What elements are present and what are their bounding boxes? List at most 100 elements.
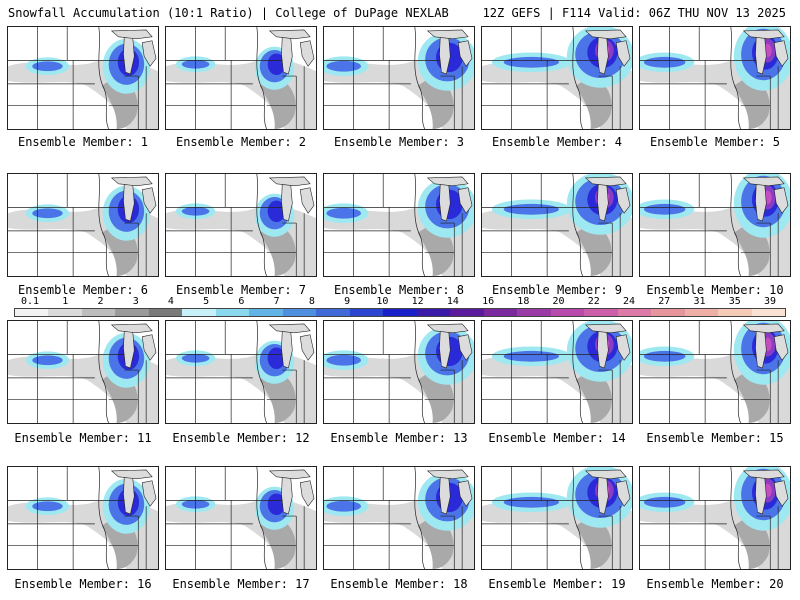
ensemble-member-map xyxy=(7,26,159,130)
state-boundaries xyxy=(640,467,779,569)
western-snow-core xyxy=(32,501,63,512)
colorbar-swatch xyxy=(517,309,551,316)
ensemble-member-label: Ensemble Member: 9 xyxy=(491,283,623,297)
snowfall-map xyxy=(482,174,632,276)
lake-superior xyxy=(742,29,785,40)
lake-superior xyxy=(742,176,785,187)
lake-superior xyxy=(110,469,153,480)
state-boundaries xyxy=(8,467,147,569)
lake-huron xyxy=(141,334,157,361)
lake-huron xyxy=(141,187,157,214)
ensemble-member-label: Ensemble Member: 18 xyxy=(330,577,468,591)
ensemble-member-map xyxy=(481,320,633,424)
lake-superior xyxy=(110,29,153,40)
colorbar-swatch xyxy=(15,309,49,316)
western-snow-core xyxy=(643,496,686,508)
ensemble-member-map xyxy=(165,173,317,277)
ensemble-member-map xyxy=(323,466,475,570)
snowfall-map xyxy=(166,27,316,129)
ensemble-member-map xyxy=(323,320,475,424)
snowfall-map xyxy=(324,467,474,569)
colorbar-swatch xyxy=(148,309,183,316)
moderate-snow-area xyxy=(575,370,612,423)
colorbar-tick-label: 6 xyxy=(238,296,245,307)
ensemble-member-label: Ensemble Member: 12 xyxy=(172,431,310,445)
colorbar-tick-label: 4 xyxy=(167,296,174,307)
state-boundaries xyxy=(640,27,779,129)
ensemble-member-map xyxy=(165,466,317,570)
snowfall-map xyxy=(324,27,474,129)
snowfall-map xyxy=(640,174,790,276)
colorbar-swatch xyxy=(483,309,518,316)
colorbar-swatch xyxy=(450,309,484,316)
western-snow-core xyxy=(503,203,559,215)
colorbar-swatch xyxy=(751,309,786,316)
lake-superior xyxy=(426,29,469,40)
lake-superior xyxy=(110,323,153,334)
lake-huron xyxy=(615,40,631,67)
western-snow-core xyxy=(503,56,559,68)
moderate-snow-area xyxy=(575,76,612,129)
colorbar-swatch xyxy=(182,309,216,316)
colorbar-swatch xyxy=(81,309,116,316)
snowfall-map xyxy=(640,27,790,129)
western-snow-core xyxy=(32,208,63,219)
colorbar-tick-label: 3 xyxy=(132,296,139,307)
lake-superior xyxy=(426,323,469,334)
state-boundaries xyxy=(166,27,305,129)
ensemble-member-label: Ensemble Member: 2 xyxy=(175,135,307,149)
colorbar-tick-label: 9 xyxy=(344,296,351,307)
colorbar-swatch xyxy=(215,309,250,316)
state-boundaries xyxy=(324,27,463,129)
state-boundaries xyxy=(482,27,621,129)
lake-superior xyxy=(584,323,627,334)
lake-superior xyxy=(584,176,627,187)
ensemble-member-label: Ensemble Member: 15 xyxy=(646,431,784,445)
lake-effect-heavy xyxy=(267,347,286,370)
ensemble-member-map xyxy=(7,466,159,570)
colorbar-tick-label: 14 xyxy=(446,296,459,307)
western-snow-core xyxy=(32,355,63,366)
lake-huron xyxy=(299,480,315,507)
ensemble-member-label: Ensemble Member: 4 xyxy=(491,135,623,149)
colorbar-swatch xyxy=(249,309,283,316)
lake-superior xyxy=(742,469,785,480)
colorbar-swatch xyxy=(550,309,585,316)
lake-huron xyxy=(299,40,315,67)
moderate-snow-area xyxy=(259,223,296,276)
western-snow-core xyxy=(326,500,362,512)
ensemble-member-label: Ensemble Member: 17 xyxy=(172,577,310,591)
state-boundaries xyxy=(324,467,463,569)
colorbar-tick-label: 0.1 xyxy=(20,296,40,307)
ensemble-member-label: Ensemble Member: 14 xyxy=(488,431,626,445)
ensemble-member-label: Ensemble Member: 16 xyxy=(14,577,152,591)
moderate-snow-area xyxy=(259,370,296,423)
moderate-snow-area xyxy=(575,516,612,569)
state-boundaries xyxy=(8,321,147,423)
ensemble-member-label: Ensemble Member: 13 xyxy=(330,431,468,445)
colorbar-tick-label: 22 xyxy=(587,296,600,307)
state-boundaries xyxy=(482,174,621,276)
lake-superior xyxy=(268,176,311,187)
lake-superior xyxy=(110,176,153,187)
colorbar-tick-label: 31 xyxy=(693,296,706,307)
lake-huron xyxy=(299,187,315,214)
ensemble-member-map xyxy=(639,320,791,424)
ensemble-member-map xyxy=(7,173,159,277)
ensemble-member-label: Ensemble Member: 6 xyxy=(17,283,149,297)
state-boundaries xyxy=(8,174,147,276)
state-boundaries xyxy=(640,174,779,276)
moderate-snow-area xyxy=(259,76,296,129)
colorbar-swatch xyxy=(349,309,384,316)
snowfall-map xyxy=(166,174,316,276)
colorbar-swatch xyxy=(718,309,752,316)
ensemble-member-map xyxy=(639,26,791,130)
lake-superior xyxy=(742,323,785,334)
ensemble-member-map xyxy=(481,466,633,570)
western-snow-core xyxy=(503,496,559,508)
western-snow-core xyxy=(643,203,686,215)
snowfall-colorbar xyxy=(14,308,786,317)
ensemble-member-label: Ensemble Member: 10 xyxy=(646,283,784,297)
colorbar-tick-label: 5 xyxy=(203,296,210,307)
colorbar-swatch xyxy=(115,309,149,316)
